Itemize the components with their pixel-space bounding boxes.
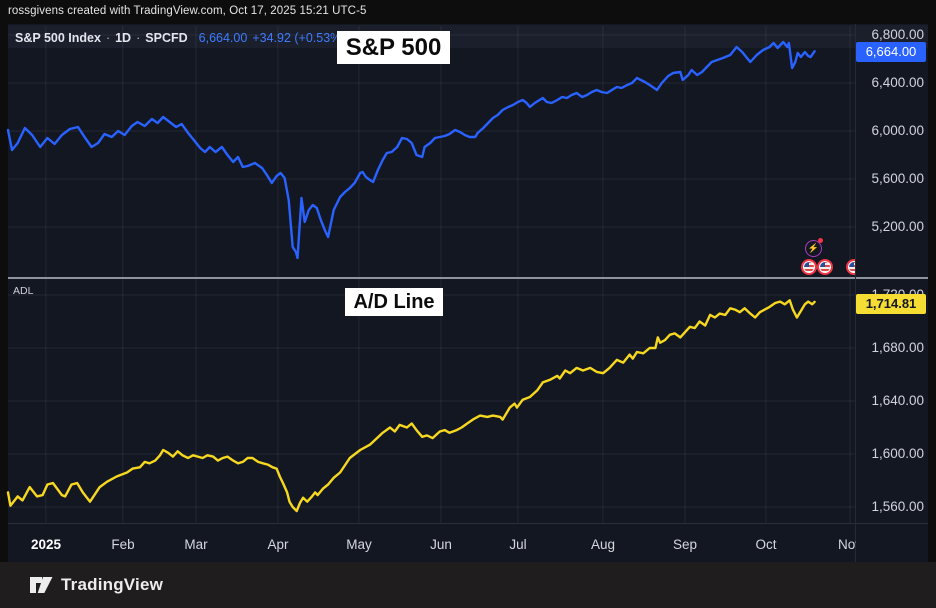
adl-indicator-label[interactable]: ADL bbox=[13, 285, 34, 297]
brand-wordmark: TradingView bbox=[61, 575, 164, 594]
x-axis-tick-label: 2025 bbox=[30, 537, 62, 552]
x-axis-tick-label: Apr bbox=[267, 537, 289, 552]
price-scale-divider[interactable] bbox=[855, 24, 856, 562]
x-axis-tick-label: Sep bbox=[672, 537, 698, 552]
legend-strip bbox=[8, 25, 928, 48]
x-axis-tick-label: Nov bbox=[837, 537, 856, 552]
last-price-badge-sp500: 6,664.00 bbox=[856, 42, 926, 62]
legend-separator: · bbox=[136, 31, 141, 45]
x-axis-tick-label: Aug bbox=[590, 537, 616, 552]
x-axis-tick-label: Jul bbox=[509, 537, 527, 552]
x-axis-tick-label: Mar bbox=[184, 537, 208, 552]
tradingview-logo-icon bbox=[30, 577, 53, 593]
footer-bar: TradingView bbox=[0, 562, 936, 608]
y-axis-tick-label: 6,800.00 bbox=[871, 27, 924, 42]
x-axis-tick-label: Oct bbox=[755, 537, 777, 552]
tradingview-logo[interactable]: TradingView bbox=[29, 574, 163, 596]
y-axis-tick-label: 1,640.00 bbox=[871, 393, 924, 408]
y-axis-tick-label: 5,600.00 bbox=[871, 171, 924, 186]
panel-divider[interactable] bbox=[8, 277, 928, 279]
adl-title-box: A/D Line bbox=[345, 288, 443, 316]
attribution-text: rossgivens created with TradingView.com,… bbox=[8, 5, 367, 17]
price-change-value: +34.92 (+0.53%) bbox=[252, 31, 346, 45]
y-axis-tick-label: 6,400.00 bbox=[871, 75, 924, 90]
interval-label[interactable]: 1D bbox=[115, 31, 132, 45]
time-axis-divider bbox=[8, 523, 928, 524]
last-price-badge-adl: 1,714.81 bbox=[856, 294, 926, 314]
time-axis[interactable]: 2025 Feb Mar Apr May Jun Jul Aug Sep Oct Nov bbox=[8, 524, 856, 562]
symbol-name: S&P 500 Index bbox=[15, 31, 101, 45]
sp500-title-box: S&P 500 bbox=[337, 31, 450, 64]
last-price-value: 6,664.00 bbox=[198, 31, 248, 45]
y-axis-tick-label: 1,680.00 bbox=[871, 340, 924, 355]
y-axis-tick-label: 1,600.00 bbox=[871, 446, 924, 461]
adl-line-series bbox=[6, 299, 816, 513]
y-axis-tick-label: 1,560.00 bbox=[871, 499, 924, 514]
exchange-label: SPCFD bbox=[145, 31, 188, 45]
x-axis-tick-label: May bbox=[346, 537, 372, 552]
x-axis-tick-label: Jun bbox=[430, 537, 452, 552]
y-axis-tick-label: 6,000.00 bbox=[871, 123, 924, 138]
x-axis-tick-label: Feb bbox=[111, 537, 135, 552]
chart-canvas[interactable] bbox=[8, 24, 928, 562]
legend-separator: · bbox=[105, 31, 111, 45]
y-axis-tick-label: 5,200.00 bbox=[871, 219, 924, 234]
sp500-line-series bbox=[6, 40, 816, 260]
